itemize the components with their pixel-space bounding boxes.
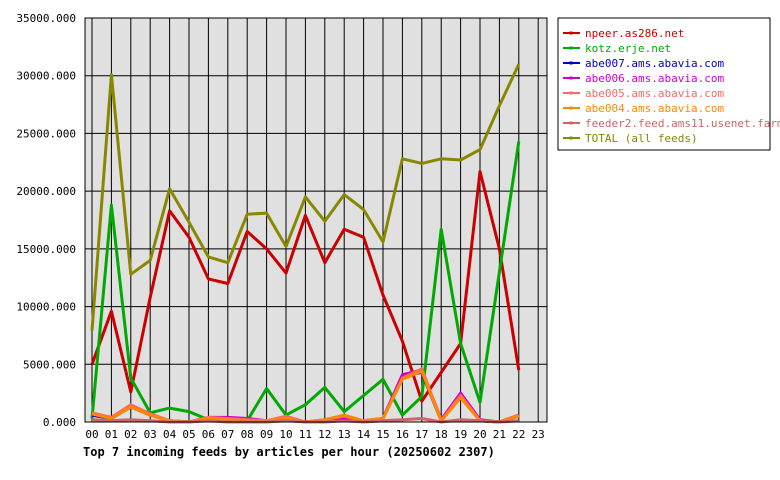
x-tick-label: 10 <box>279 428 292 441</box>
y-tick-label: 30000.000 <box>16 70 76 83</box>
legend-marker <box>569 121 573 125</box>
legend-marker <box>569 61 573 65</box>
y-tick-label: 10000.000 <box>16 301 76 314</box>
x-tick-label: 11 <box>299 428 312 441</box>
legend-items: npeer.as286.net kotz.erje.net abe007.ams.a… <box>563 27 780 145</box>
legend-marker <box>569 136 573 140</box>
y-tick-label: 25000.000 <box>16 127 76 140</box>
x-tick-label: 22 <box>512 428 525 441</box>
series-line <box>90 63 521 331</box>
legend-marker <box>569 91 573 95</box>
plot-border <box>84 17 548 423</box>
y-axis-ticks: 0.000 5000.000 10000.000 15000.000 20000.000… <box>16 12 76 429</box>
legend-box <box>557 17 771 151</box>
series-line <box>90 170 521 403</box>
y-tick-label: 5000.000 <box>23 358 76 371</box>
x-tick-label: 01 <box>105 428 118 441</box>
legend: npeer.as286.net kotz.erje.net abe007.ams.a… <box>557 17 780 151</box>
x-tick-label: 21 <box>493 428 506 441</box>
x-tick-label: 05 <box>182 428 195 441</box>
legend-label: abe004.ams.abavia.com <box>585 102 724 115</box>
x-tick-label: 18 <box>435 428 448 441</box>
legend-label: abe006.ams.abavia.com <box>585 72 724 85</box>
chart-title: Top 7 incoming feeds by articles per hou… <box>83 445 495 459</box>
legend-label: feeder2.feed.ams11.usenet.farm <box>585 117 780 130</box>
x-tick-label: 23 <box>532 428 545 441</box>
x-tick-label: 00 <box>85 428 98 441</box>
x-tick-label: 04 <box>163 428 177 441</box>
x-tick-label: 17 <box>415 428 428 441</box>
x-tick-label: 19 <box>454 428 467 441</box>
x-tick-label: 02 <box>124 428 137 441</box>
x-tick-label: 13 <box>338 428 351 441</box>
x-tick-label: 08 <box>241 428 254 441</box>
legend-label: abe005.ams.abavia.com <box>585 87 724 100</box>
series-line <box>90 141 521 423</box>
x-tick-label: 14 <box>357 428 371 441</box>
x-tick-label: 07 <box>221 428 234 441</box>
legend-marker <box>569 31 573 35</box>
x-tick-label: 12 <box>318 428 331 441</box>
plot-area <box>84 17 548 423</box>
legend-label: abe007.ams.abavia.com <box>585 57 724 70</box>
y-tick-label: 15000.000 <box>16 243 76 256</box>
x-tick-label: 16 <box>396 428 409 441</box>
legend-label: kotz.erje.net <box>585 42 671 55</box>
legend-label: TOTAL (all feeds) <box>585 132 698 145</box>
x-tick-label: 06 <box>202 428 215 441</box>
y-tick-label: 0.000 <box>43 416 76 429</box>
legend-marker <box>569 46 573 50</box>
legend-label: npeer.as286.net <box>585 27 684 40</box>
y-tick-label: 20000.000 <box>16 185 76 198</box>
x-axis-ticks: 00 01 02 03 04 05 06 07 08 09 10 11 12 13 14 15 16 17 18 19… <box>85 428 544 441</box>
x-tick-label: 03 <box>144 428 157 441</box>
x-tick-label: 15 <box>376 428 389 441</box>
x-tick-label: 20 <box>473 428 486 441</box>
legend-marker <box>569 76 573 80</box>
x-tick-label: 09 <box>260 428 273 441</box>
y-tick-label: 35000.000 <box>16 12 76 25</box>
legend-marker <box>569 106 573 110</box>
